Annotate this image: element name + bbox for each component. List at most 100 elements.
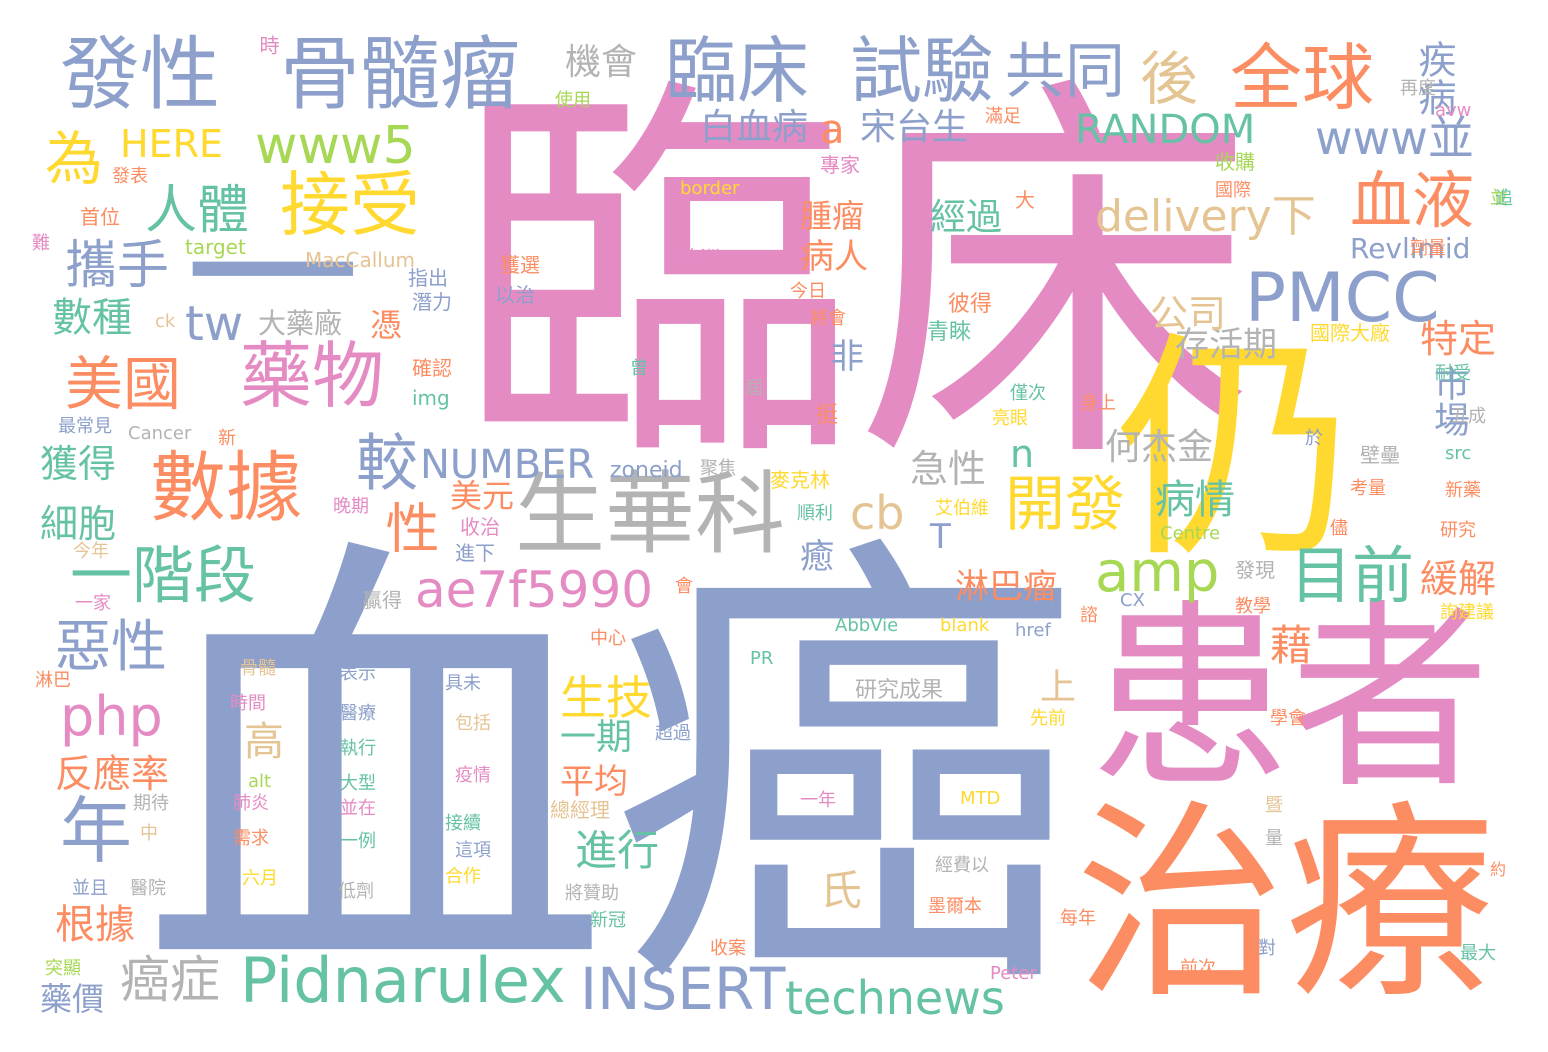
cloud-word: 合作	[445, 866, 481, 887]
cloud-word: src	[1445, 443, 1472, 464]
cloud-word: 中	[140, 823, 158, 844]
cloud-word: 共同	[1005, 37, 1125, 107]
cloud-word: delivery下	[1095, 191, 1316, 242]
cloud-word: 贏得	[362, 588, 402, 612]
cloud-word: 再度	[1400, 78, 1436, 99]
cloud-word: 澳洲	[680, 246, 720, 270]
cloud-word: 一例	[340, 831, 376, 852]
cloud-word: 晚期	[333, 496, 369, 517]
cloud-word: 獲選	[500, 253, 540, 277]
cloud-word: 研究	[1440, 520, 1476, 541]
cloud-word: 新	[218, 428, 236, 449]
cloud-word: 治療	[1075, 782, 1496, 1027]
cloud-word: 彼得	[948, 292, 993, 317]
cloud-word: 詢建議	[1440, 602, 1494, 623]
cloud-word: ae7f5990	[415, 561, 654, 619]
cloud-word: 數據	[150, 443, 302, 532]
cloud-word: 接受	[280, 164, 420, 246]
cloud-word: 血液	[1350, 164, 1475, 237]
cloud-word: img	[412, 386, 450, 410]
cloud-word: 臨床	[665, 29, 810, 113]
cloud-word: 藥物	[240, 334, 385, 418]
cloud-word: 並	[1490, 188, 1508, 209]
cloud-word: 追	[1495, 188, 1513, 209]
cloud-word: 會	[675, 576, 693, 597]
cloud-word: 一	[185, 176, 360, 379]
cloud-word: 特定	[1420, 317, 1497, 361]
cloud-word: 性	[376, 500, 439, 554]
cloud-word: 滿足	[985, 106, 1021, 127]
cloud-word: Revlimid	[1350, 232, 1471, 265]
cloud-word: 今年	[73, 541, 109, 562]
cloud-word: avw	[1435, 100, 1472, 121]
cloud-word: 藉	[1270, 621, 1313, 670]
cloud-word: 諮	[1080, 605, 1098, 626]
cloud-word: 對	[1258, 938, 1276, 959]
cloud-word: 後	[1140, 45, 1199, 113]
cloud-word: 年	[60, 789, 133, 873]
cloud-word: www5	[255, 116, 416, 176]
cloud-word: 難	[32, 233, 50, 254]
cloud-word: 臨床	[455, 47, 1255, 512]
cloud-word: 執行	[340, 738, 376, 759]
cloud-word: 儘	[1330, 518, 1348, 539]
cloud-word: MTD	[960, 788, 1001, 809]
cloud-word: PR	[750, 648, 774, 669]
cloud-word: 並且	[72, 878, 108, 899]
cloud-word: 患者	[1090, 583, 1491, 816]
cloud-word: Centre	[1160, 523, 1221, 544]
cloud-word: 接續	[445, 813, 481, 834]
cloud-word: 潛力	[412, 290, 452, 314]
cloud-word: 先前	[1030, 708, 1066, 729]
cloud-word: 大藥廠	[258, 307, 343, 340]
cloud-word: 耐受	[1435, 363, 1471, 384]
cloud-word: 最大	[1460, 943, 1496, 964]
cloud-word: 於	[1305, 428, 1323, 449]
cloud-word: 量	[1265, 828, 1283, 849]
cloud-word: AbbVie	[835, 615, 899, 636]
cloud-word: 學會	[1270, 708, 1306, 729]
cloud-word: 病情	[1155, 477, 1235, 523]
cloud-word: 亮眼	[992, 408, 1028, 429]
cloud-word: 身上	[1080, 393, 1116, 414]
cloud-word: 具未	[445, 673, 481, 694]
cloud-word: 最常見	[58, 416, 112, 437]
cloud-word: 中心	[590, 628, 626, 649]
cloud-word: 時間	[230, 693, 266, 714]
cloud-word: 生華科	[515, 462, 785, 567]
cloud-word: 氏	[820, 866, 863, 915]
cloud-word: RANDOM	[1075, 107, 1256, 153]
cloud-word: 緩解	[1420, 557, 1497, 601]
cloud-word: 人體	[145, 181, 250, 241]
cloud-word: 國際	[1215, 180, 1251, 201]
cloud-word: PMCC	[1245, 259, 1440, 338]
cloud-word: 包括	[455, 713, 491, 734]
cloud-word: 教學	[1235, 596, 1271, 617]
cloud-word: 進下	[455, 541, 495, 565]
cloud-word: 市場	[1428, 365, 1469, 437]
cloud-word: a	[820, 107, 845, 153]
cloud-word: 首位	[80, 205, 120, 229]
cloud-word: 淋巴瘤	[955, 567, 1057, 607]
cloud-word: 確認	[412, 356, 452, 380]
cloud-word: 並在	[340, 798, 376, 819]
cloud-word: 曾	[630, 358, 648, 379]
cloud-word: target	[185, 235, 246, 259]
cloud-word: 仍	[1115, 310, 1356, 590]
cloud-word: 疫情	[455, 765, 491, 786]
cloud-word: 期待	[133, 793, 169, 814]
cloud-word: 麥克林	[770, 468, 830, 492]
cloud-word: 收案	[710, 938, 746, 959]
cloud-word: 疾病	[1412, 40, 1456, 116]
cloud-word: www並	[1315, 111, 1474, 165]
cloud-word: 腫瘤	[800, 197, 865, 235]
cloud-word: 惡性	[55, 615, 167, 680]
cloud-word: 上	[1040, 667, 1077, 708]
cloud-word: 前次	[1180, 958, 1216, 979]
cloud-word: 何杰金	[1105, 427, 1214, 468]
cloud-word: 以治	[495, 283, 535, 307]
cloud-word: T	[930, 517, 951, 557]
cloud-word: HERE	[120, 122, 223, 166]
cloud-word: 公司	[1150, 292, 1227, 336]
cloud-word: 存活期	[1175, 325, 1277, 365]
